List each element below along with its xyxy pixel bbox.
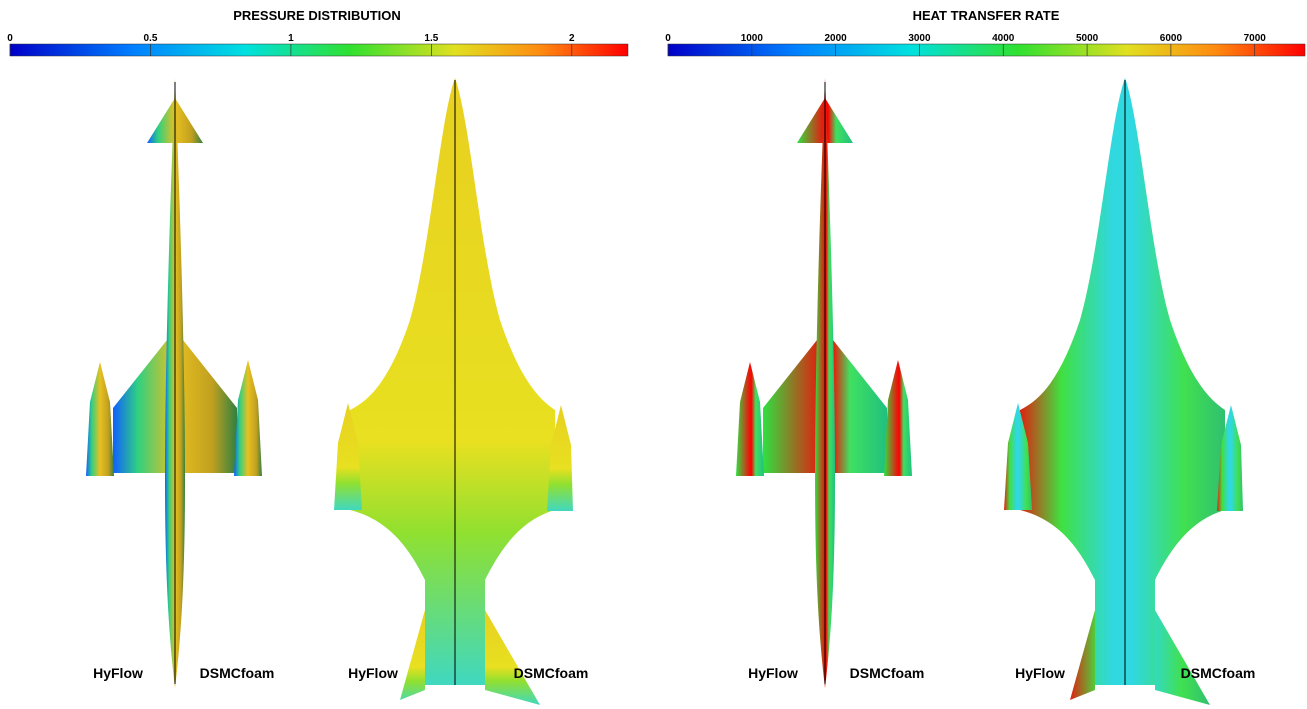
colorbar-tick-label: 0	[7, 33, 13, 44]
method-label: HyFlow	[1015, 665, 1065, 681]
colorbar-tick-label: 0.5	[144, 33, 158, 44]
colorbar-tick-label: 1	[288, 33, 294, 44]
vehicle-plan	[1003, 77, 1244, 706]
colorbar-tick-label: 6000	[1160, 33, 1183, 44]
method-label: DSMCfoam	[1181, 665, 1256, 681]
panel-title: HEAT TRANSFER RATE	[913, 8, 1060, 23]
colorbar-tick-label: 4000	[992, 33, 1015, 44]
colorbar-tick-label: 2000	[825, 33, 848, 44]
method-label: DSMCfoam	[514, 665, 589, 681]
colorbar	[9, 43, 629, 57]
colorbar-tick-label: 2	[569, 33, 575, 44]
method-label: HyFlow	[93, 665, 143, 681]
colorbar	[667, 43, 1306, 57]
colorbar-tick-label: 3000	[908, 33, 931, 44]
vehicle-plan	[333, 77, 574, 706]
colorbar-tick-label: 1.5	[424, 33, 438, 44]
colorbar-tick-label: 0	[665, 33, 671, 44]
colorbar-tick-label: 1000	[741, 33, 764, 44]
vehicle-side	[735, 77, 913, 689]
method-label: DSMCfoam	[850, 665, 925, 681]
colorbar-tick-label: 5000	[1076, 33, 1099, 44]
vehicle-side	[85, 77, 263, 689]
colorbar-tick-label: 7000	[1244, 33, 1267, 44]
method-label: DSMCfoam	[200, 665, 275, 681]
labels: HyFlow DSMCfoam HyFlow DSMCfoam HyFlow D…	[93, 665, 1255, 681]
panel-title: PRESSURE DISTRIBUTION	[233, 8, 401, 23]
method-label: HyFlow	[348, 665, 398, 681]
method-label: HyFlow	[748, 665, 798, 681]
